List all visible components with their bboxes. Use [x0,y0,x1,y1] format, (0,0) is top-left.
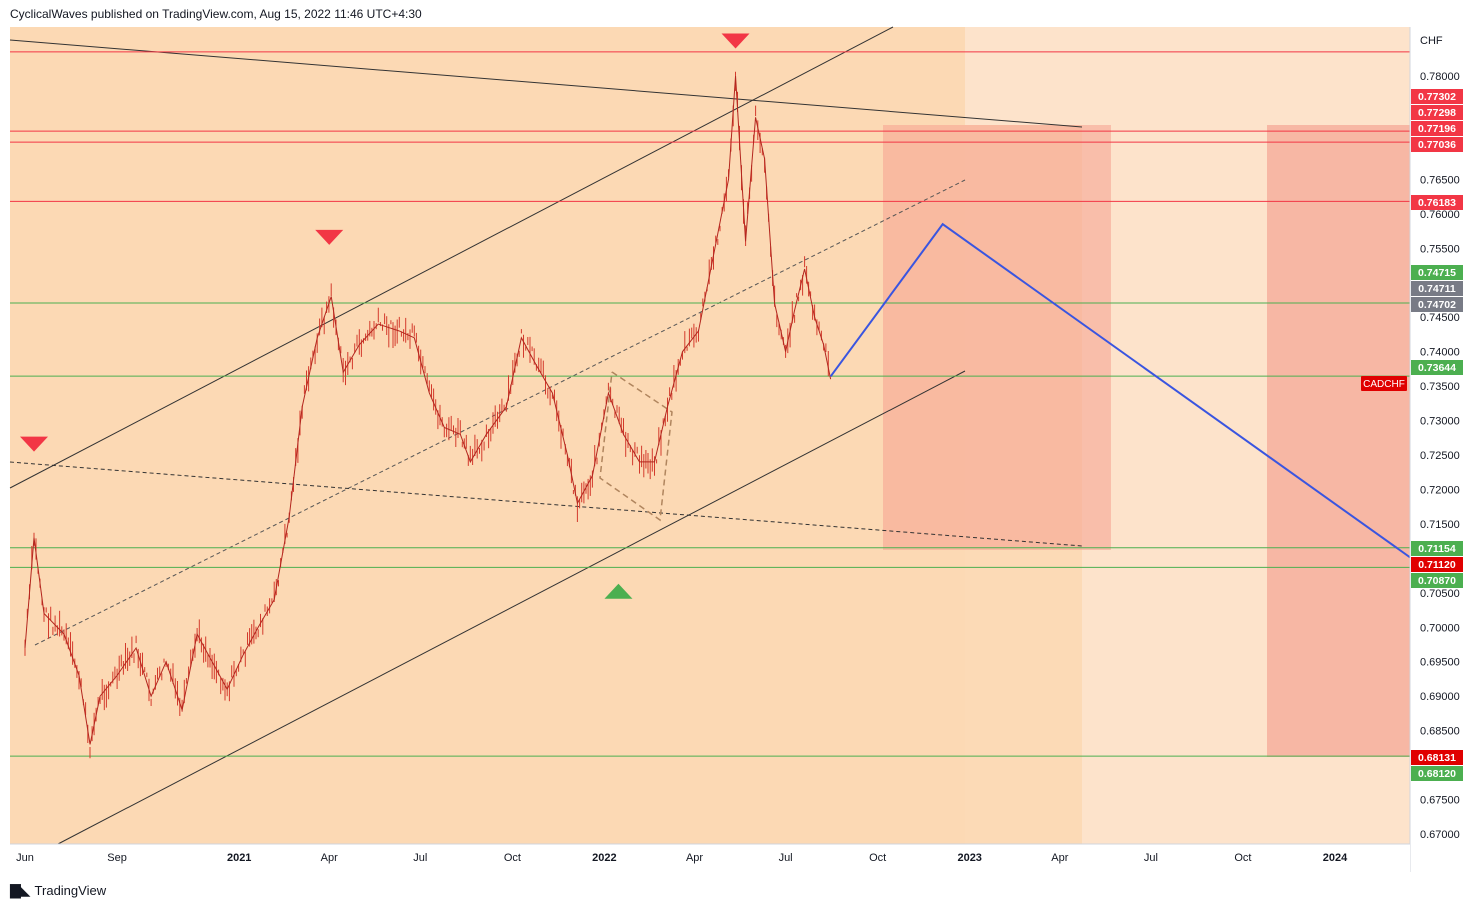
long-term-trendline [9,39,1083,128]
chart-zones [10,27,1410,844]
price-label-text: 0.74715 [1418,267,1456,279]
price-label-text: 0.77036 [1418,139,1456,151]
price-candles [24,71,832,759]
price-label-text: 0.68120 [1418,768,1456,780]
symbol-badge-background [1361,376,1407,391]
time-tick-label: Apr [321,852,338,864]
time-tick-label: 2022 [592,852,616,864]
price-label-text: 0.74702 [1418,299,1456,311]
price-tick-label: 0.72000 [1420,485,1460,497]
time-tick-label: 2024 [1323,852,1348,864]
price-label-badge [1411,265,1463,280]
price-labels: 0.77302 0.77298 0.77196 0.77036 0.76183 0.747… [1411,89,1463,781]
pivot-high-marker-2 [721,33,750,49]
price-axis-background [1410,27,1468,872]
pivot-low-marker-3 [604,583,633,599]
price-label-text: 0.70870 [1418,575,1456,587]
time-tick-label: Oct [1234,852,1251,864]
price-line [24,75,832,745]
price-tick-label: 0.70500 [1420,588,1460,600]
price-tick-label: 0.72500 [1420,450,1460,462]
price-tick-label: 0.78000 [1420,71,1460,83]
publish-info: CyclicalWaves published on TradingView.c… [10,7,422,21]
time-axis-ticks: Jun Sep 2021 Apr Jul Oct 2022 Apr Jul Oct 2023 Apr J… [16,852,1348,864]
time-tick-label: 2021 [227,852,251,864]
channel-zone-shade [10,27,965,844]
pivot-high-marker-0 [20,436,49,452]
flag-pattern [599,371,673,522]
time-tick-label: Jul [779,852,793,864]
time-axis-background [10,844,1410,872]
projection-path [829,222,1451,587]
price-tick-label: 0.69000 [1420,691,1460,703]
price-label-badge [1411,121,1463,136]
time-tick-label: Apr [686,852,703,864]
price-label-badge [1411,105,1463,120]
time-tick-label: Oct [504,852,521,864]
price-label-text: 0.76183 [1418,197,1456,209]
pivot-markers [20,33,750,599]
price-tick-label: 0.74500 [1420,312,1460,324]
price-tick-label: 0.70000 [1420,622,1460,634]
price-label-badge [1411,195,1463,210]
symbol-badge-text: CADCHF [1363,379,1405,390]
price-label-badge [1411,360,1463,375]
tradingview-logo-icon: ▇◣ [10,881,31,898]
time-tick-label: Jul [413,852,427,864]
time-tick-label: Jun [16,852,34,864]
time-tick-label: Apr [1051,852,1068,864]
target-zone-box-1 [883,125,1111,550]
price-tick-label: 0.73000 [1420,416,1460,428]
price-axis-ticks: 0.78000 0.76500 0.76000 0.75500 0.74500 0.740… [1420,71,1460,841]
time-tick-label: 2023 [957,852,981,864]
price-label-badge [1411,766,1463,781]
time-tick-label: Jul [1144,852,1158,864]
price-label-text: 0.74711 [1418,283,1456,295]
price-label-badge [1411,750,1463,765]
price-tick-label: 0.73500 [1420,381,1460,393]
price-label-badge [1411,89,1463,104]
price-tick-label: 0.71500 [1420,519,1460,531]
price-label-badge [1411,541,1463,556]
pivot-high-marker-1 [315,229,344,245]
price-label-badge [1411,573,1463,588]
price-tick-label: 0.67500 [1420,795,1460,807]
price-tick-label: 0.67000 [1420,829,1460,841]
price-tick-label: 0.75500 [1420,243,1460,255]
price-label-badge [1411,137,1463,152]
price-label-text: 0.77196 [1418,123,1456,135]
projection-line [829,222,1451,587]
price-tick-label: 0.69500 [1420,657,1460,669]
price-tick-label: 0.74000 [1420,347,1460,359]
price-label-text: 0.71154 [1418,543,1456,555]
horizontal-levels [10,51,1410,757]
price-tick-label: 0.76000 [1420,209,1460,221]
time-tick-label: Oct [869,852,886,864]
price-label-text: 0.68131 [1418,752,1456,764]
price-label-badge [1411,281,1463,296]
footer-brand[interactable]: ▇◣ TradingView [10,880,106,900]
target-zone-box-2 [1267,125,1410,757]
price-label-badge [1411,297,1463,312]
price-label-text: 0.77298 [1418,107,1456,119]
channel-upper-line [9,26,894,489]
footer-brand-text: TradingView [34,882,107,898]
currency-label: CHF [1420,35,1443,47]
price-tick-label: 0.76500 [1420,174,1460,186]
symbol-badge: CADCHF [1361,376,1407,391]
price-label-text: 0.77302 [1418,91,1456,103]
price-label-badge [1411,557,1463,572]
price-tick-label: 0.68500 [1420,726,1460,738]
time-tick-label: Sep [107,852,127,864]
channel-lower-line [57,370,966,845]
price-label-text: 0.71120 [1418,559,1456,571]
price-label-text: 0.73644 [1418,362,1456,374]
dashed-trendline [9,461,1083,547]
